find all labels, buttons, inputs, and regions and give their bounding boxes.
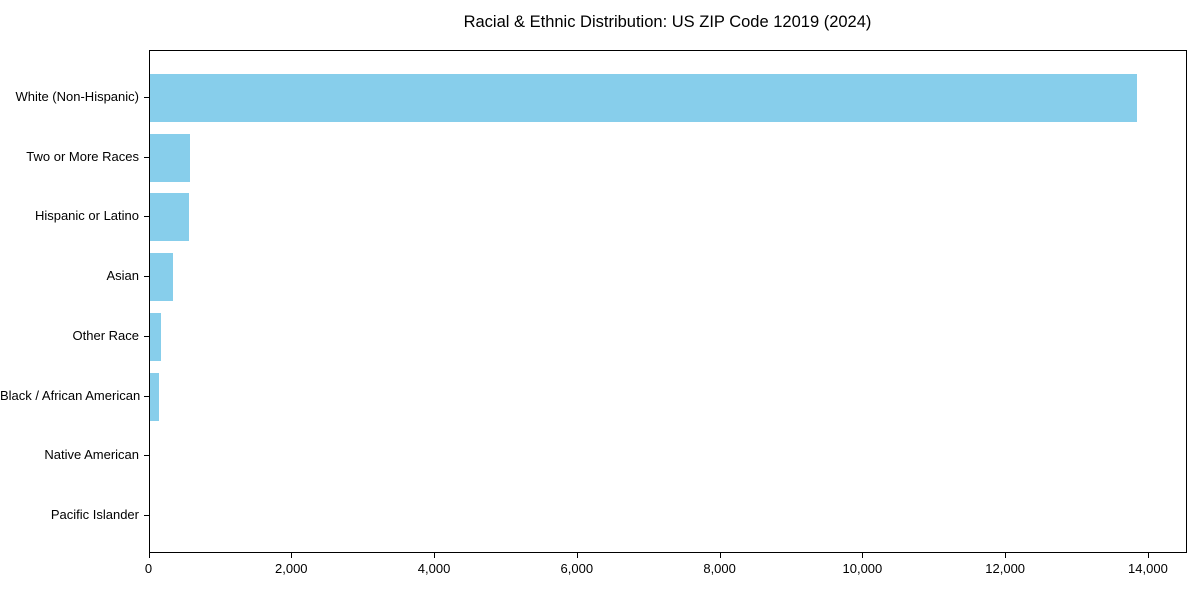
y-axis-tick-pacific-islander: [143, 514, 149, 516]
y-axis-label-native-american: Native American: [44, 447, 139, 463]
bar-white-non-hispanic: [149, 74, 1137, 122]
bar-other-race: [149, 312, 161, 361]
x-axis-tick-6-000: [576, 553, 578, 558]
x-axis-tick-14-000: [1147, 553, 1149, 558]
x-axis-tick-8-000: [719, 553, 721, 558]
x-axis-label-12-000: 12,000: [985, 561, 1026, 576]
x-axis-tick-12-000: [1005, 553, 1007, 558]
x-axis-tick-4-000: [434, 553, 436, 558]
x-axis-label-10-000: 10,000: [842, 561, 883, 576]
y-axis-label-other-race: Other Race: [72, 327, 139, 343]
x-axis-label-4-000: 4,000: [417, 561, 451, 576]
bar-black-african-american: [149, 372, 160, 421]
x-axis-tick-2-000: [291, 553, 293, 558]
y-axis-label-hispanic-or-latino: Hispanic or Latino: [34, 208, 139, 224]
y-axis-label-pacific-islander: Pacific Islander: [50, 506, 139, 522]
x-axis-tick-0: [148, 553, 150, 558]
bar-two-or-more-races: [149, 133, 190, 182]
y-axis-tick-other-race: [143, 335, 149, 337]
y-axis-tick-native-american: [143, 455, 149, 457]
x-axis-tick-10-000: [862, 553, 864, 558]
plot-area: [148, 50, 1187, 553]
x-axis-label-6-000: 6,000: [560, 561, 594, 576]
bar-hispanic-or-latino: [149, 193, 189, 242]
y-axis-tick-asian: [143, 276, 149, 278]
y-axis-label-black-african-american: Black / African American: [0, 387, 141, 403]
y-axis-tick-two-or-more-races: [143, 156, 149, 158]
bar-asian: [149, 253, 174, 302]
x-axis-label-8-000: 8,000: [703, 561, 736, 576]
y-axis-tick-black-african-american: [143, 395, 149, 397]
y-axis-label-two-or-more-races: Two or More Races: [26, 148, 139, 164]
y-axis-tick-hispanic-or-latino: [143, 216, 149, 218]
x-axis-label-0: 0: [144, 561, 153, 576]
y-axis-label-asian: Asian: [106, 268, 139, 284]
y-axis-label-white-non-hispanic: White (Non-Hispanic): [15, 89, 139, 104]
y-axis-tick-white-non-hispanic: [143, 97, 149, 98]
chart-title: Racial & Ethnic Distribution: US ZIP Cod…: [463, 13, 872, 31]
x-axis-label-2-000: 2,000: [274, 561, 308, 576]
x-axis-label-14-000: 14,000: [1128, 561, 1168, 576]
